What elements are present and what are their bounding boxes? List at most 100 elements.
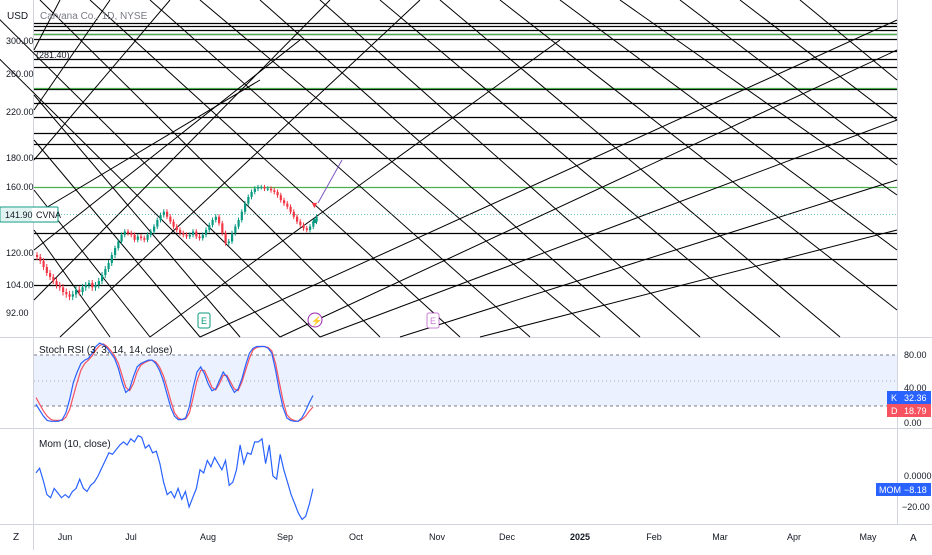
forecast-arrow-line[interactable] xyxy=(317,159,343,204)
earnings-marker-label: E xyxy=(201,316,207,326)
price-axis-label: 160.00 xyxy=(6,182,34,192)
horizontal-levels[interactable] xyxy=(34,22,897,287)
trend-line[interactable] xyxy=(33,79,261,216)
candle-body xyxy=(55,281,58,285)
price-axis-label: 120.00 xyxy=(6,248,34,258)
trend-line[interactable] xyxy=(0,0,281,338)
candle-body xyxy=(198,236,201,239)
trend-line[interactable] xyxy=(559,0,898,251)
candle-body xyxy=(52,277,55,281)
buy-signal-marker: ▲ xyxy=(310,215,319,225)
candle-body xyxy=(205,229,208,235)
auto-scale-button[interactable]: A xyxy=(910,533,917,544)
candle-body xyxy=(146,234,149,240)
trend-line[interactable] xyxy=(33,139,201,338)
candle-body xyxy=(211,220,214,225)
candle-body xyxy=(218,216,221,224)
sell-signal-marker: ▼ xyxy=(310,200,319,210)
split-marker-label: ⚡ xyxy=(311,315,322,327)
trend-line[interactable] xyxy=(0,0,321,338)
price-candles xyxy=(36,184,318,301)
time-axis-label: Jul xyxy=(125,532,137,542)
trend-line[interactable] xyxy=(149,0,531,338)
earnings-marker[interactable]: E xyxy=(426,312,440,329)
earnings-marker[interactable]: E xyxy=(197,312,211,329)
mom-axis-label-0: 0.0000 xyxy=(904,471,932,481)
time-axis-label: May xyxy=(859,532,877,542)
split-marker[interactable]: ⚡ xyxy=(307,312,323,328)
trend-line[interactable] xyxy=(319,119,898,338)
candle-body xyxy=(283,200,286,204)
trend-line[interactable] xyxy=(279,49,898,338)
symbol-title[interactable]: Carvana Co., 1D, NYSE xyxy=(40,11,148,22)
candle-body xyxy=(45,267,48,273)
auto-scale-button-label: A xyxy=(910,533,917,544)
trend-line[interactable] xyxy=(379,0,781,338)
candle-body xyxy=(296,216,299,222)
candle-body xyxy=(42,261,45,267)
trend-line[interactable] xyxy=(199,0,601,338)
candle-body xyxy=(140,236,143,239)
candle-body xyxy=(162,211,165,216)
candle-body xyxy=(257,187,260,189)
candle-body xyxy=(130,233,133,235)
momentum-line xyxy=(35,434,314,521)
time-axis-label: 2025 xyxy=(570,532,590,542)
currency-label: USD xyxy=(7,11,28,22)
trend-line[interactable] xyxy=(479,229,898,338)
candle-body xyxy=(289,206,292,212)
candle-body xyxy=(127,231,130,234)
candle-body xyxy=(91,283,94,288)
candle-body xyxy=(276,191,279,196)
candle-body xyxy=(65,292,68,295)
stoch-rsi-title[interactable]: Stoch RSI (3, 3, 14, 14, close) xyxy=(39,345,172,356)
candle-body xyxy=(143,238,146,240)
trend-line[interactable] xyxy=(33,0,111,111)
trend-line[interactable] xyxy=(799,0,898,81)
time-axis-label: Sep xyxy=(277,532,293,542)
trend-line[interactable] xyxy=(89,0,461,338)
trend-line[interactable] xyxy=(33,0,171,161)
trend-line[interactable] xyxy=(739,0,898,121)
candle-body xyxy=(250,191,253,197)
time-axis[interactable]: Jun Jul Aug Sep Oct Nov Dec 2025 Feb Mar Apr May xyxy=(58,532,877,542)
candle-body xyxy=(185,234,188,237)
trend-line[interactable] xyxy=(33,0,61,51)
price-axis-label: 92.00 xyxy=(6,308,29,318)
candle-body xyxy=(58,285,61,288)
candle-body xyxy=(247,196,250,204)
price-pane[interactable] xyxy=(33,0,897,337)
candle-body xyxy=(312,221,315,227)
trend-line[interactable] xyxy=(33,0,331,301)
candle-body xyxy=(175,226,178,230)
trend-line[interactable] xyxy=(679,0,898,166)
trend-line[interactable] xyxy=(319,0,701,338)
candle-body xyxy=(117,241,120,249)
trend-line[interactable] xyxy=(439,0,841,338)
trend-line[interactable] xyxy=(33,229,111,338)
candle-body xyxy=(71,294,74,297)
momentum-title[interactable]: Mom (10, close) xyxy=(39,439,111,450)
candle-body xyxy=(273,190,276,192)
trend-line[interactable] xyxy=(399,179,898,338)
time-axis-label: Jun xyxy=(58,532,73,542)
time-axis-label: Aug xyxy=(200,532,216,542)
trend-line[interactable] xyxy=(33,39,301,251)
trend-line[interactable] xyxy=(499,0,898,311)
trend-line[interactable] xyxy=(149,39,561,338)
price-axis-label: 260.00 xyxy=(6,69,34,79)
price-axis[interactable]: 300.00 260.00 220.00 180.00 160.00 120.00 104.… xyxy=(6,36,34,318)
mom-tag-label: MOM xyxy=(879,485,901,495)
candle-body xyxy=(315,216,318,222)
trend-lines[interactable] xyxy=(0,0,898,338)
candle-body xyxy=(305,228,308,230)
timezone-button[interactable]: Z xyxy=(13,532,19,543)
candle-body xyxy=(266,188,269,190)
trend-line[interactable] xyxy=(619,0,898,196)
timezone-button-label: Z xyxy=(13,532,19,543)
candle-body xyxy=(36,255,39,257)
candle-body xyxy=(62,287,65,292)
trend-line[interactable] xyxy=(59,0,421,338)
trend-line[interactable] xyxy=(199,19,898,338)
